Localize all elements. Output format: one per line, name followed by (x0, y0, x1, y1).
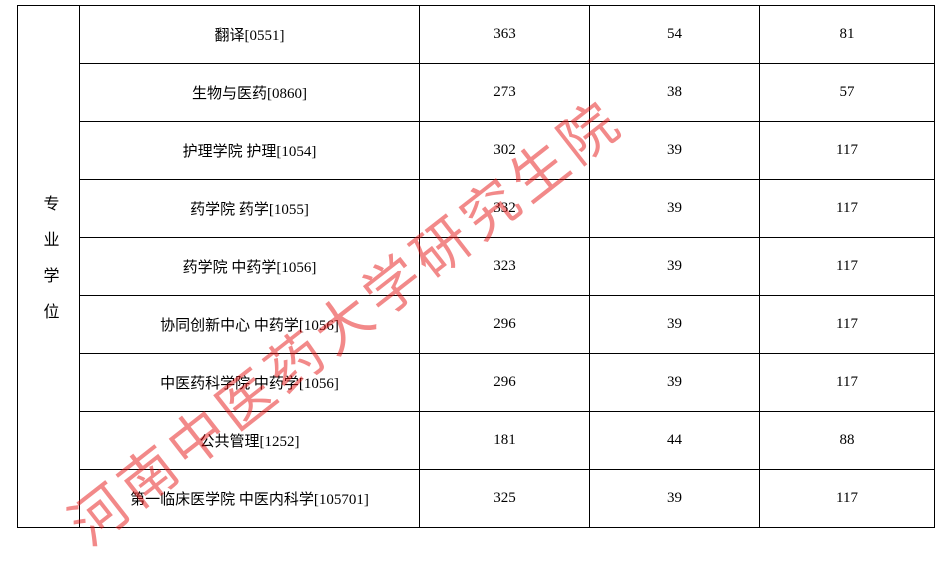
score1-cell: 302 (420, 122, 590, 180)
score2-cell: 39 (590, 180, 760, 238)
score2-cell: 39 (590, 122, 760, 180)
score2-cell: 39 (590, 296, 760, 354)
score2-cell: 39 (590, 238, 760, 296)
major-cell: 生物与医药[0860] (80, 64, 420, 122)
table-row: 药学院 药学[1055]33239117 (18, 180, 935, 238)
major-cell: 公共管理[1252] (80, 412, 420, 470)
score2-cell: 44 (590, 412, 760, 470)
score3-cell: 117 (760, 122, 935, 180)
table-row: 协同创新中心 中药学[1056]29639117 (18, 296, 935, 354)
score1-cell: 325 (420, 470, 590, 528)
score-table-container: 专业学位翻译[0551]3635481生物与医药[0860]2733857护理学… (0, 0, 951, 533)
score3-cell: 117 (760, 180, 935, 238)
score3-cell: 117 (760, 296, 935, 354)
major-cell: 药学院 药学[1055] (80, 180, 420, 238)
score1-cell: 296 (420, 354, 590, 412)
score3-cell: 57 (760, 64, 935, 122)
major-cell: 药学院 中药学[1056] (80, 238, 420, 296)
table-row: 中医药科学院 中药学[1056]29639117 (18, 354, 935, 412)
score2-cell: 39 (590, 354, 760, 412)
score1-cell: 273 (420, 64, 590, 122)
table-row: 公共管理[1252]1814488 (18, 412, 935, 470)
score3-cell: 117 (760, 238, 935, 296)
table-row: 第一临床医学院 中医内科学[105701]32539117 (18, 470, 935, 528)
major-cell: 中医药科学院 中药学[1056] (80, 354, 420, 412)
major-cell: 第一临床医学院 中医内科学[105701] (80, 470, 420, 528)
table-row: 药学院 中药学[1056]32339117 (18, 238, 935, 296)
major-cell: 协同创新中心 中药学[1056] (80, 296, 420, 354)
score2-cell: 39 (590, 470, 760, 528)
score3-cell: 117 (760, 470, 935, 528)
score1-cell: 363 (420, 6, 590, 64)
major-cell: 翻译[0551] (80, 6, 420, 64)
score1-cell: 332 (420, 180, 590, 238)
score1-cell: 323 (420, 238, 590, 296)
table-row: 生物与医药[0860]2733857 (18, 64, 935, 122)
score2-cell: 54 (590, 6, 760, 64)
table-row: 护理学院 护理[1054]30239117 (18, 122, 935, 180)
score1-cell: 296 (420, 296, 590, 354)
score2-cell: 38 (590, 64, 760, 122)
score3-cell: 117 (760, 354, 935, 412)
score3-cell: 81 (760, 6, 935, 64)
score1-cell: 181 (420, 412, 590, 470)
category-cell: 专业学位 (18, 6, 80, 528)
table-row: 专业学位翻译[0551]3635481 (18, 6, 935, 64)
major-cell: 护理学院 护理[1054] (80, 122, 420, 180)
score3-cell: 88 (760, 412, 935, 470)
score-table: 专业学位翻译[0551]3635481生物与医药[0860]2733857护理学… (17, 5, 935, 528)
